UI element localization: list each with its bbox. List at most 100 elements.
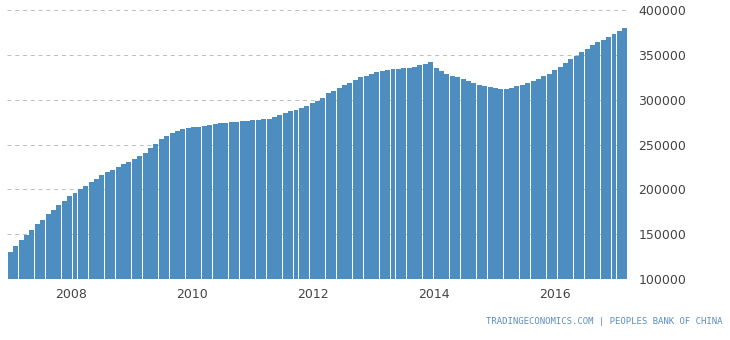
Bar [622, 28, 627, 340]
Bar [547, 74, 552, 340]
Bar [407, 68, 412, 340]
Bar [137, 156, 142, 340]
Bar [105, 172, 110, 340]
Bar [429, 62, 433, 340]
Bar [326, 94, 331, 340]
Bar [185, 129, 191, 340]
Bar [239, 121, 245, 340]
Bar [531, 81, 536, 340]
Bar [606, 37, 611, 340]
Bar [196, 126, 201, 340]
Bar [142, 153, 147, 340]
Bar [320, 98, 326, 340]
Bar [277, 115, 283, 340]
Bar [272, 117, 277, 340]
Bar [520, 85, 525, 340]
Bar [331, 91, 337, 340]
Bar [617, 31, 622, 340]
Bar [158, 139, 164, 340]
Bar [180, 129, 185, 340]
Text: TRADINGECONOMICS.COM | PEOPLES BANK OF CHINA: TRADINGECONOMICS.COM | PEOPLES BANK OF C… [486, 318, 723, 326]
Bar [245, 121, 250, 340]
Bar [558, 67, 563, 340]
Bar [121, 164, 126, 340]
Bar [153, 143, 158, 340]
Bar [499, 88, 503, 340]
Bar [450, 75, 455, 340]
Bar [342, 85, 347, 340]
Bar [412, 67, 417, 340]
Bar [369, 74, 374, 340]
Bar [612, 34, 616, 340]
Bar [202, 126, 207, 340]
Bar [504, 89, 509, 340]
Bar [434, 68, 439, 340]
Bar [574, 56, 579, 340]
Bar [148, 148, 153, 340]
Bar [88, 182, 93, 340]
Bar [56, 205, 61, 340]
Bar [250, 120, 255, 340]
Bar [310, 103, 315, 340]
Bar [207, 125, 212, 340]
Bar [579, 52, 584, 340]
Bar [347, 83, 353, 340]
Bar [299, 108, 304, 340]
Bar [358, 78, 363, 340]
Bar [482, 86, 487, 340]
Bar [456, 78, 460, 340]
Bar [466, 81, 471, 340]
Bar [288, 112, 293, 340]
Bar [175, 131, 180, 340]
Bar [191, 128, 196, 340]
Bar [115, 167, 120, 340]
Bar [126, 162, 131, 340]
Bar [234, 122, 239, 340]
Bar [169, 133, 174, 340]
Bar [552, 70, 557, 340]
Bar [266, 119, 272, 340]
Bar [132, 159, 137, 340]
Bar [509, 88, 514, 340]
Bar [396, 69, 401, 340]
Bar [45, 214, 50, 340]
Bar [439, 71, 444, 340]
Bar [255, 120, 261, 340]
Bar [596, 42, 600, 340]
Bar [364, 75, 369, 340]
Bar [477, 85, 482, 340]
Bar [472, 83, 477, 340]
Bar [601, 40, 606, 340]
Bar [380, 71, 385, 340]
Bar [78, 189, 83, 340]
Bar [385, 70, 390, 340]
Bar [212, 124, 218, 340]
Bar [445, 74, 450, 340]
Bar [526, 83, 530, 340]
Bar [315, 101, 320, 340]
Bar [51, 210, 56, 340]
Bar [461, 79, 466, 340]
Bar [515, 86, 520, 340]
Bar [391, 69, 396, 340]
Bar [261, 119, 266, 340]
Bar [418, 65, 423, 340]
Bar [353, 80, 358, 340]
Bar [590, 45, 595, 340]
Bar [283, 113, 288, 340]
Bar [35, 224, 39, 340]
Bar [304, 106, 310, 340]
Bar [493, 88, 498, 340]
Bar [67, 197, 72, 340]
Bar [94, 178, 99, 340]
Bar [228, 122, 234, 340]
Bar [569, 59, 573, 340]
Bar [223, 122, 228, 340]
Bar [24, 235, 29, 340]
Bar [337, 88, 342, 340]
Bar [8, 252, 13, 340]
Bar [83, 186, 88, 340]
Bar [542, 76, 547, 340]
Bar [374, 72, 380, 340]
Bar [536, 79, 541, 340]
